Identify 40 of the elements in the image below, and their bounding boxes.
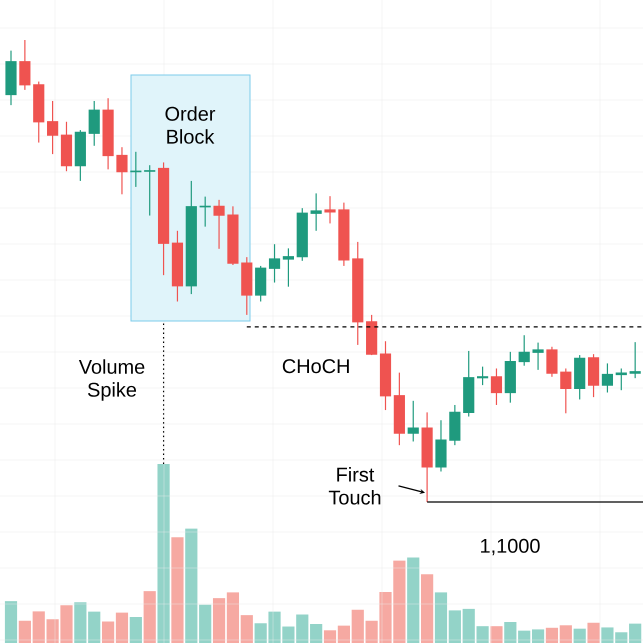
bar [574, 628, 586, 643]
annotation: Volume Spike [78, 359, 144, 401]
bar [4, 601, 18, 643]
candlestick [130, 151, 142, 188]
bar [60, 605, 73, 643]
ref-line-label: First Touch [328, 467, 380, 505]
candlestick [19, 39, 30, 90]
bar [393, 560, 406, 643]
candlestick [200, 196, 211, 228]
candlestick [88, 100, 100, 146]
candlestick [116, 146, 128, 195]
candlestick [282, 248, 294, 288]
bar [171, 537, 184, 643]
annotation: Order Block [165, 106, 216, 144]
bar [407, 557, 420, 643]
candlestick [408, 400, 419, 442]
candlestick [546, 346, 558, 378]
bar [102, 622, 114, 643]
candlestick [47, 100, 58, 155]
bar [144, 591, 156, 643]
candlestick [213, 199, 225, 250]
candlestick [477, 366, 488, 386]
bar [116, 612, 128, 643]
candlestick [310, 192, 322, 232]
bar [587, 622, 600, 643]
candlestick [518, 334, 530, 366]
bar [421, 574, 434, 643]
bar [130, 617, 142, 643]
bar [212, 598, 226, 643]
candlestick [490, 368, 502, 406]
candlestick [268, 244, 280, 284]
candlestick [630, 342, 641, 379]
candlestick [532, 342, 544, 370]
candlestick [324, 196, 336, 224]
candlestick [602, 362, 614, 394]
candlestick [144, 164, 156, 216]
candlestick [560, 368, 572, 414]
annotation: 1,1000 [481, 538, 540, 556]
ref-line-label: CHoCH [282, 359, 349, 374]
candlestick [616, 368, 627, 391]
